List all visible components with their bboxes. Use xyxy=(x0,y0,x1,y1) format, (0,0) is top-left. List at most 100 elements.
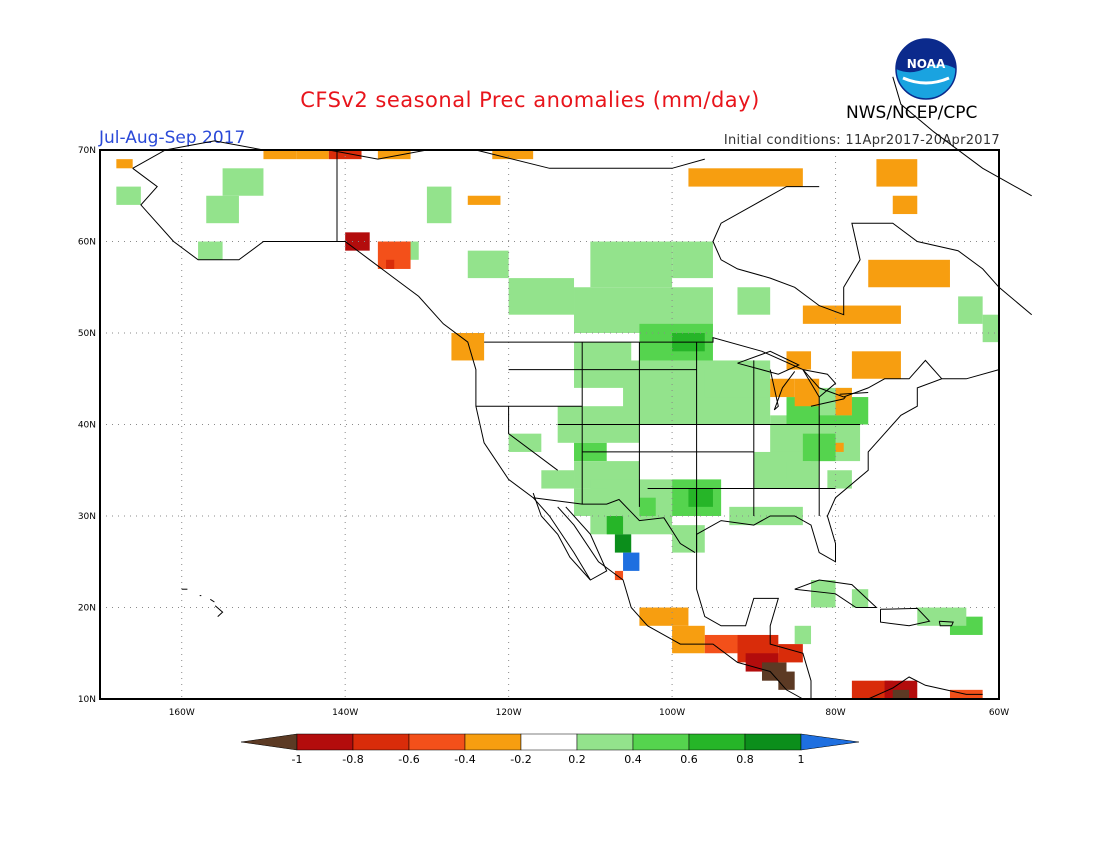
anomaly-cell xyxy=(786,461,812,480)
anomaly-cell xyxy=(639,607,689,626)
coastline-segment xyxy=(712,186,820,242)
anomaly-cell xyxy=(590,241,673,288)
anomaly-cell xyxy=(614,570,624,581)
coastline-segment xyxy=(839,392,869,395)
anomaly-cell xyxy=(296,150,329,160)
latitude-label: 60N xyxy=(78,238,96,248)
coastline-segment xyxy=(210,598,215,603)
anomaly-cell xyxy=(892,689,910,699)
colorbar-segment xyxy=(688,733,746,751)
colorbar-tick-label: -1 xyxy=(292,753,303,766)
anomaly-cell xyxy=(835,387,852,416)
latitude-label: 10N xyxy=(78,695,96,705)
coastline-segment xyxy=(737,350,800,375)
anomaly-cell xyxy=(467,195,501,205)
colorbar-segment xyxy=(632,733,690,751)
anomaly-cell xyxy=(345,232,370,251)
anomaly-cells xyxy=(116,150,999,699)
anomaly-cell xyxy=(892,195,918,215)
anomaly-cell xyxy=(672,625,705,654)
anomaly-cell xyxy=(328,150,362,160)
coastline-segment xyxy=(508,406,558,471)
colorbar-arrow-left xyxy=(240,733,298,751)
anomaly-cell xyxy=(851,589,869,608)
colorbar-tick-label: 1 xyxy=(798,753,805,766)
colorbar-segment xyxy=(352,733,410,751)
coastline-segment xyxy=(802,369,837,398)
map-title: CFSv2 seasonal Prec anomalies (mm/day) xyxy=(300,88,760,112)
coastline-segment xyxy=(532,492,591,581)
latitude-label: 20N xyxy=(78,604,96,614)
coastline-segment xyxy=(132,140,705,169)
anomaly-cell xyxy=(116,159,133,169)
anomaly-cell xyxy=(451,333,485,361)
coastline-segment xyxy=(712,222,1033,316)
latitude-labels: 70N 60N 50N 40N 30N 20N 10N xyxy=(78,146,96,705)
longitude-label: 100W xyxy=(659,708,685,718)
colorbar-segment xyxy=(464,733,522,751)
coastline-segment xyxy=(533,497,696,554)
colorbar-segment xyxy=(576,733,634,751)
anomaly-cell xyxy=(116,186,141,205)
longitude-labels: 160W 140W 120W 100W 80W 60W xyxy=(169,708,1010,718)
colorbar-tick-label: 0.6 xyxy=(680,753,698,766)
anomaly-cell xyxy=(426,186,452,224)
map-frame xyxy=(99,149,1000,700)
anomaly-cell xyxy=(206,195,239,224)
noaa-logo-text: NOAA xyxy=(907,57,946,71)
anomaly-cell xyxy=(851,680,893,699)
anomaly-cell xyxy=(851,351,901,379)
coastline-segment xyxy=(769,369,796,411)
latitude-label: 40N xyxy=(78,421,96,431)
colorbar-tick-label: -0.6 xyxy=(398,753,419,766)
anomaly-cell xyxy=(802,305,901,324)
coastline-segment xyxy=(557,506,804,700)
anomaly-cell xyxy=(794,378,820,407)
colorbar: -1 -0.8 -0.6 -0.4 -0.2 0.2 0.4 0.6 0.8 1 xyxy=(240,733,860,766)
anomaly-cell xyxy=(263,150,297,160)
anomaly-cell xyxy=(574,342,632,388)
colorbar-segment xyxy=(744,733,802,751)
coastline-segment xyxy=(794,579,878,608)
coastline-segment xyxy=(867,676,983,700)
colorbar-arrow-right xyxy=(800,733,860,751)
anomaly-cell xyxy=(386,259,395,269)
anomaly-cell xyxy=(508,278,575,315)
coastline-segment xyxy=(132,167,608,581)
longitude-label: 120W xyxy=(496,708,522,718)
anomaly-cell xyxy=(688,168,803,187)
longitude-label: 140W xyxy=(332,708,358,718)
longitude-label: 160W xyxy=(169,708,195,718)
colorbar-tick-label: -0.4 xyxy=(454,753,475,766)
anomaly-cell xyxy=(876,159,918,187)
anomaly-cell xyxy=(623,552,640,571)
colorbar-tick-label: 0.4 xyxy=(624,753,642,766)
anomaly-cell xyxy=(377,241,411,269)
coastline-segment xyxy=(214,605,224,617)
anomaly-cell xyxy=(574,488,607,516)
anomaly-cell xyxy=(672,241,713,279)
colorbar-tick-label: 0.2 xyxy=(568,753,586,766)
anomaly-cell xyxy=(198,241,223,260)
anomaly-cell xyxy=(222,168,264,196)
anomaly-cell xyxy=(835,442,844,452)
coastline-segment xyxy=(696,552,812,699)
coastline-segment xyxy=(880,607,931,627)
longitude-label: 80W xyxy=(825,708,845,718)
coastline-segment xyxy=(696,369,1000,563)
anomaly-cell xyxy=(541,470,575,489)
colorbar-tick-label: 0.8 xyxy=(736,753,754,766)
anomaly-cell xyxy=(639,497,656,516)
colorbar-segment xyxy=(408,733,466,751)
anomaly-cell xyxy=(737,287,771,315)
season-label: Jul-Aug-Sep 2017 xyxy=(99,128,246,148)
coastline-segment xyxy=(810,396,846,407)
anomaly-cell xyxy=(614,534,632,553)
anomaly-cell xyxy=(704,369,771,398)
anomaly-cell xyxy=(778,671,795,690)
colorbar-segment xyxy=(296,733,354,751)
latitude-label: 70N xyxy=(78,146,96,156)
anomaly-cell xyxy=(377,150,411,160)
latitude-label: 30N xyxy=(78,512,96,522)
